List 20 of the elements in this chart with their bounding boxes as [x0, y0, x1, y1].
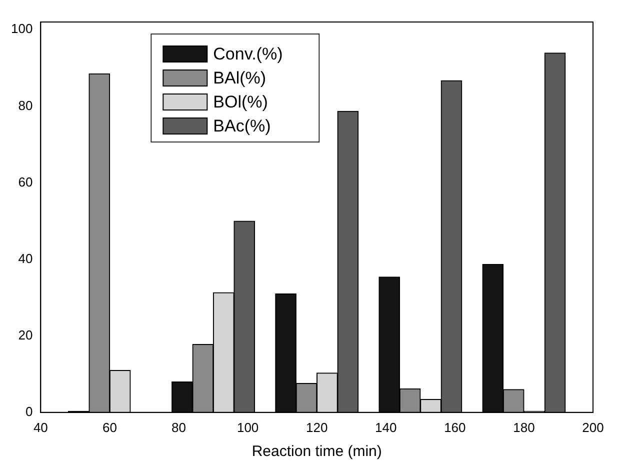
x-axis-title: Reaction time (min): [252, 443, 382, 460]
legend-label: BOl(%): [213, 92, 268, 112]
y-tick-label: 40: [18, 250, 33, 266]
legend-label: BAl(%): [213, 68, 266, 88]
x-tick-label: 180: [513, 420, 535, 435]
x-tick-label: 140: [375, 420, 397, 435]
x-tick-label: 200: [582, 420, 604, 435]
x-tick-label: 40: [33, 420, 48, 435]
legend-label: Conv.(%): [213, 44, 283, 64]
x-tick-label: 80: [172, 420, 186, 435]
x-tick-label: 60: [102, 420, 117, 435]
y-tick-label: 60: [18, 174, 33, 190]
y-tick-label: 100: [10, 21, 33, 36]
legend-label: BAc(%): [213, 116, 271, 136]
y-tick-label: 80: [18, 98, 33, 113]
y-tick-label: 20: [18, 327, 33, 342]
x-tick-label: 160: [444, 420, 466, 435]
x-tick-label: 120: [306, 420, 328, 435]
y-tick-label: 0: [25, 404, 33, 419]
x-tick-label: 100: [236, 420, 259, 435]
